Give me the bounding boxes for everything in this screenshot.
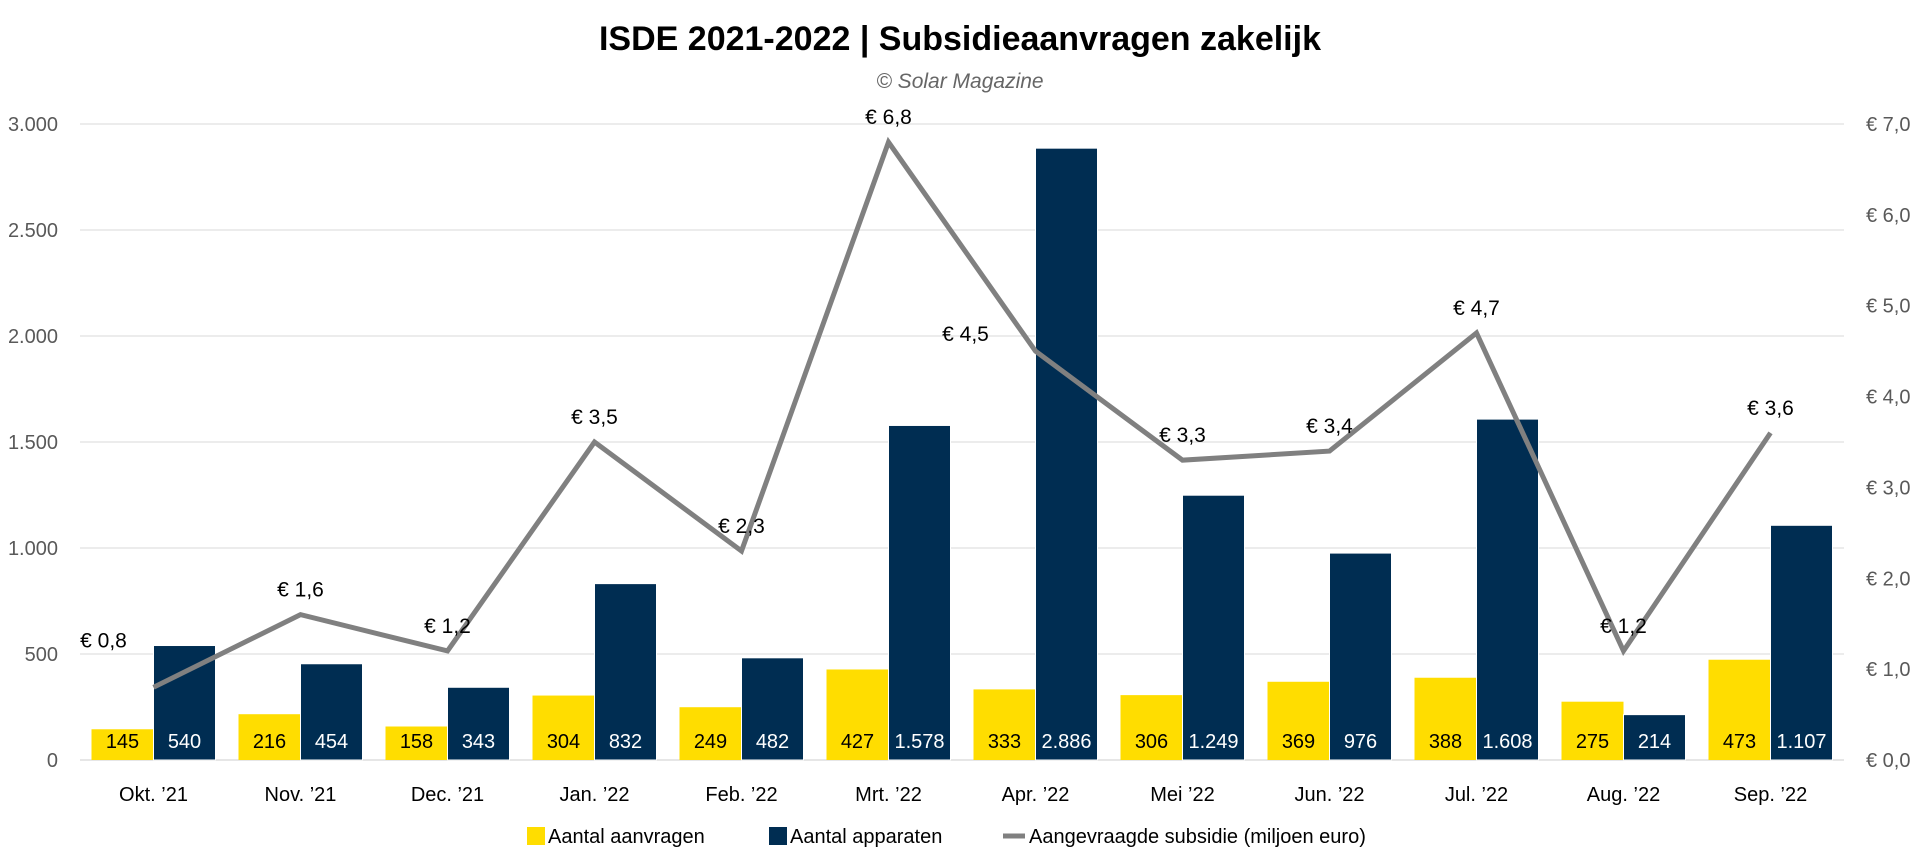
y-left-tick-label: 500 bbox=[25, 644, 58, 666]
x-tick-label: Jun. ’22 bbox=[1294, 784, 1364, 806]
bar-aanvragen bbox=[1267, 681, 1330, 760]
bar-apparaten bbox=[594, 583, 657, 761]
bar-aanvragen bbox=[973, 689, 1036, 760]
bar-apparaten bbox=[1476, 418, 1539, 761]
bar-apparaten bbox=[1035, 147, 1098, 761]
bar-apparaten-label: 540 bbox=[168, 731, 201, 753]
bar-aanvragen-label: 306 bbox=[1135, 731, 1168, 753]
bar-apparaten bbox=[1623, 714, 1686, 761]
bar-aanvragen-label: 369 bbox=[1282, 731, 1315, 753]
bar-aanvragen bbox=[238, 714, 301, 760]
x-tick-label: Okt. ’21 bbox=[119, 784, 188, 806]
bar-apparaten-label: 1.249 bbox=[1188, 731, 1238, 753]
x-tick-label: Feb. ’22 bbox=[705, 784, 777, 806]
bar-aanvragen-label: 249 bbox=[694, 731, 727, 753]
x-tick-label: Nov. ’21 bbox=[265, 784, 337, 806]
y-right-tick-label: € 0,0 bbox=[1866, 750, 1910, 772]
x-tick-label: Mei ’22 bbox=[1150, 784, 1214, 806]
bar-apparaten bbox=[153, 645, 216, 761]
y-right-tick-label: € 2,0 bbox=[1866, 568, 1910, 590]
bar-aanvragen bbox=[1561, 701, 1624, 760]
bar-apparaten bbox=[888, 424, 951, 761]
bar-aanvragen bbox=[385, 726, 448, 760]
y-right-tick-label: € 4,0 bbox=[1866, 387, 1910, 409]
subsidie-label: € 3,6 bbox=[1747, 397, 1794, 420]
y-right-tick-label: € 5,0 bbox=[1866, 296, 1910, 318]
subsidie-label: € 4,7 bbox=[1453, 297, 1500, 320]
subsidie-label: € 1,2 bbox=[424, 615, 471, 638]
bar-apparaten-label: 454 bbox=[315, 731, 348, 753]
bar-apparaten-label: 214 bbox=[1638, 731, 1671, 753]
x-tick-label: Dec. ’21 bbox=[411, 784, 484, 806]
x-tick-label: Aug. ’22 bbox=[1587, 784, 1660, 806]
bar-aanvragen bbox=[679, 707, 742, 760]
bar-apparaten bbox=[1770, 524, 1833, 761]
subsidie-label: € 4,5 bbox=[942, 323, 989, 346]
x-tick-label: Mrt. ’22 bbox=[855, 784, 922, 806]
bar-apparaten bbox=[447, 686, 510, 761]
y-right-tick-label: € 1,0 bbox=[1866, 659, 1910, 681]
x-tick-label: Sep. ’22 bbox=[1734, 784, 1807, 806]
legend-label-subsidie: Aangevraagde subsidie (miljoen euro) bbox=[1029, 826, 1366, 848]
subsidie-label: € 3,3 bbox=[1159, 424, 1206, 447]
y-left-tick-label: 3.000 bbox=[8, 114, 58, 136]
subsidie-label: € 3,5 bbox=[571, 406, 618, 429]
bar-aanvragen-label: 427 bbox=[841, 731, 874, 753]
y-left-tick-label: 2.000 bbox=[8, 326, 58, 348]
bar-aanvragen bbox=[1414, 677, 1477, 760]
subsidie-label: € 1,2 bbox=[1600, 615, 1647, 638]
subsidie-label: € 3,4 bbox=[1306, 415, 1353, 438]
bar-aanvragen-label: 388 bbox=[1429, 731, 1462, 753]
bar-aanvragen bbox=[1708, 659, 1771, 760]
subsidie-label: € 1,6 bbox=[277, 579, 324, 602]
subsidie-line bbox=[152, 136, 1773, 690]
bar-aanvragen-label: 145 bbox=[106, 731, 139, 753]
bar-apparaten-label: 343 bbox=[462, 731, 495, 753]
bar-aanvragen bbox=[91, 729, 154, 760]
bar-apparaten bbox=[1329, 552, 1392, 761]
subsidie-label: € 0,8 bbox=[80, 629, 127, 652]
bar-apparaten bbox=[300, 663, 363, 761]
bar-aanvragen-label: 216 bbox=[253, 731, 286, 753]
bar-aanvragen-label: 158 bbox=[400, 731, 433, 753]
bar-aanvragen bbox=[826, 669, 889, 760]
bar-aanvragen-label: 275 bbox=[1576, 731, 1609, 753]
chart-title: ISDE 2021-2022 | Subsidieaanvragen zakel… bbox=[599, 20, 1321, 58]
legend-label-apparaten: Aantal apparaten bbox=[790, 826, 942, 848]
subsidie-label: € 2,3 bbox=[718, 515, 765, 538]
x-tick-label: Apr. ’22 bbox=[1002, 784, 1070, 806]
y-right-tick-label: € 3,0 bbox=[1866, 477, 1910, 499]
bar-apparaten bbox=[1182, 494, 1245, 761]
y-left-tick-label: 1.500 bbox=[8, 432, 58, 454]
y-left-tick-label: 2.500 bbox=[8, 220, 58, 242]
bar-aanvragen bbox=[532, 695, 595, 760]
bar-apparaten-label: 976 bbox=[1344, 731, 1377, 753]
y-left-tick-label: 0 bbox=[47, 750, 58, 772]
bar-apparaten-label: 1.578 bbox=[894, 731, 944, 753]
subsidie-label: € 6,8 bbox=[865, 106, 912, 129]
chart-subtitle: © Solar Magazine bbox=[876, 70, 1043, 93]
legend-swatch-apparaten bbox=[769, 827, 787, 845]
bar-apparaten-label: 1.608 bbox=[1482, 731, 1532, 753]
bar-apparaten-label: 2.886 bbox=[1041, 731, 1091, 753]
bar-apparaten-label: 832 bbox=[609, 731, 642, 753]
bar-aanvragen-label: 333 bbox=[988, 731, 1021, 753]
bar-aanvragen-label: 304 bbox=[547, 731, 580, 753]
bar-apparaten-label: 482 bbox=[756, 731, 789, 753]
bar-apparaten-label: 1.107 bbox=[1776, 731, 1826, 753]
legend-label-aanvragen: Aantal aanvragen bbox=[548, 826, 705, 848]
legend: Aantal aanvragen Aantal apparaten Aangevra… bbox=[527, 826, 1366, 848]
legend-swatch-aanvragen bbox=[527, 827, 545, 845]
y-right-tick-label: € 6,0 bbox=[1866, 205, 1910, 227]
bar-apparaten bbox=[741, 657, 804, 761]
x-tick-label: Jul. ’22 bbox=[1445, 784, 1508, 806]
bar-aanvragen bbox=[1120, 695, 1183, 760]
y-right-tick-label: € 7,0 bbox=[1866, 114, 1910, 136]
bar-aanvragen-label: 473 bbox=[1723, 731, 1756, 753]
y-left-tick-label: 1.000 bbox=[8, 538, 58, 560]
x-tick-label: Jan. ’22 bbox=[559, 784, 629, 806]
